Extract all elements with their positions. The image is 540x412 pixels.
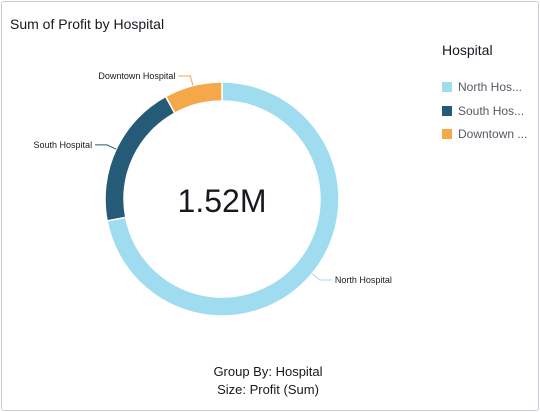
slice-label-south: South Hospital bbox=[34, 140, 93, 150]
legend-label-north: North Hos... bbox=[458, 80, 523, 94]
legend-item-north[interactable]: North Hos... bbox=[442, 79, 522, 95]
footer-group-by: Group By: Hospital bbox=[213, 364, 323, 379]
leader-line-north bbox=[311, 273, 332, 281]
legend-item-south[interactable]: South Hos... bbox=[442, 103, 524, 119]
legend-swatch-south bbox=[442, 106, 452, 116]
legend-title: Hospital bbox=[442, 42, 493, 58]
slice-label-north: North Hospital bbox=[335, 275, 392, 285]
leader-line-south bbox=[95, 144, 117, 150]
slice-label-downtown: Downtown Hospital bbox=[98, 71, 175, 81]
legend-item-downtown[interactable]: Downtown ... bbox=[442, 126, 527, 142]
donut-slice-downtown[interactable] bbox=[164, 81, 223, 115]
donut-slice-south[interactable] bbox=[104, 95, 176, 222]
chart-title: Sum of Profit by Hospital bbox=[10, 16, 165, 32]
donut-slice-north[interactable] bbox=[106, 81, 340, 317]
legend-swatch-downtown bbox=[442, 129, 452, 139]
legend-label-south: South Hos... bbox=[458, 104, 525, 118]
footer-size: Size: Profit (Sum) bbox=[217, 382, 319, 397]
legend-label-downtown: Downtown ... bbox=[458, 127, 528, 141]
legend-swatch-north bbox=[442, 82, 452, 92]
leader-line-downtown bbox=[178, 75, 194, 86]
center-total-label: 1.52M bbox=[178, 183, 267, 219]
